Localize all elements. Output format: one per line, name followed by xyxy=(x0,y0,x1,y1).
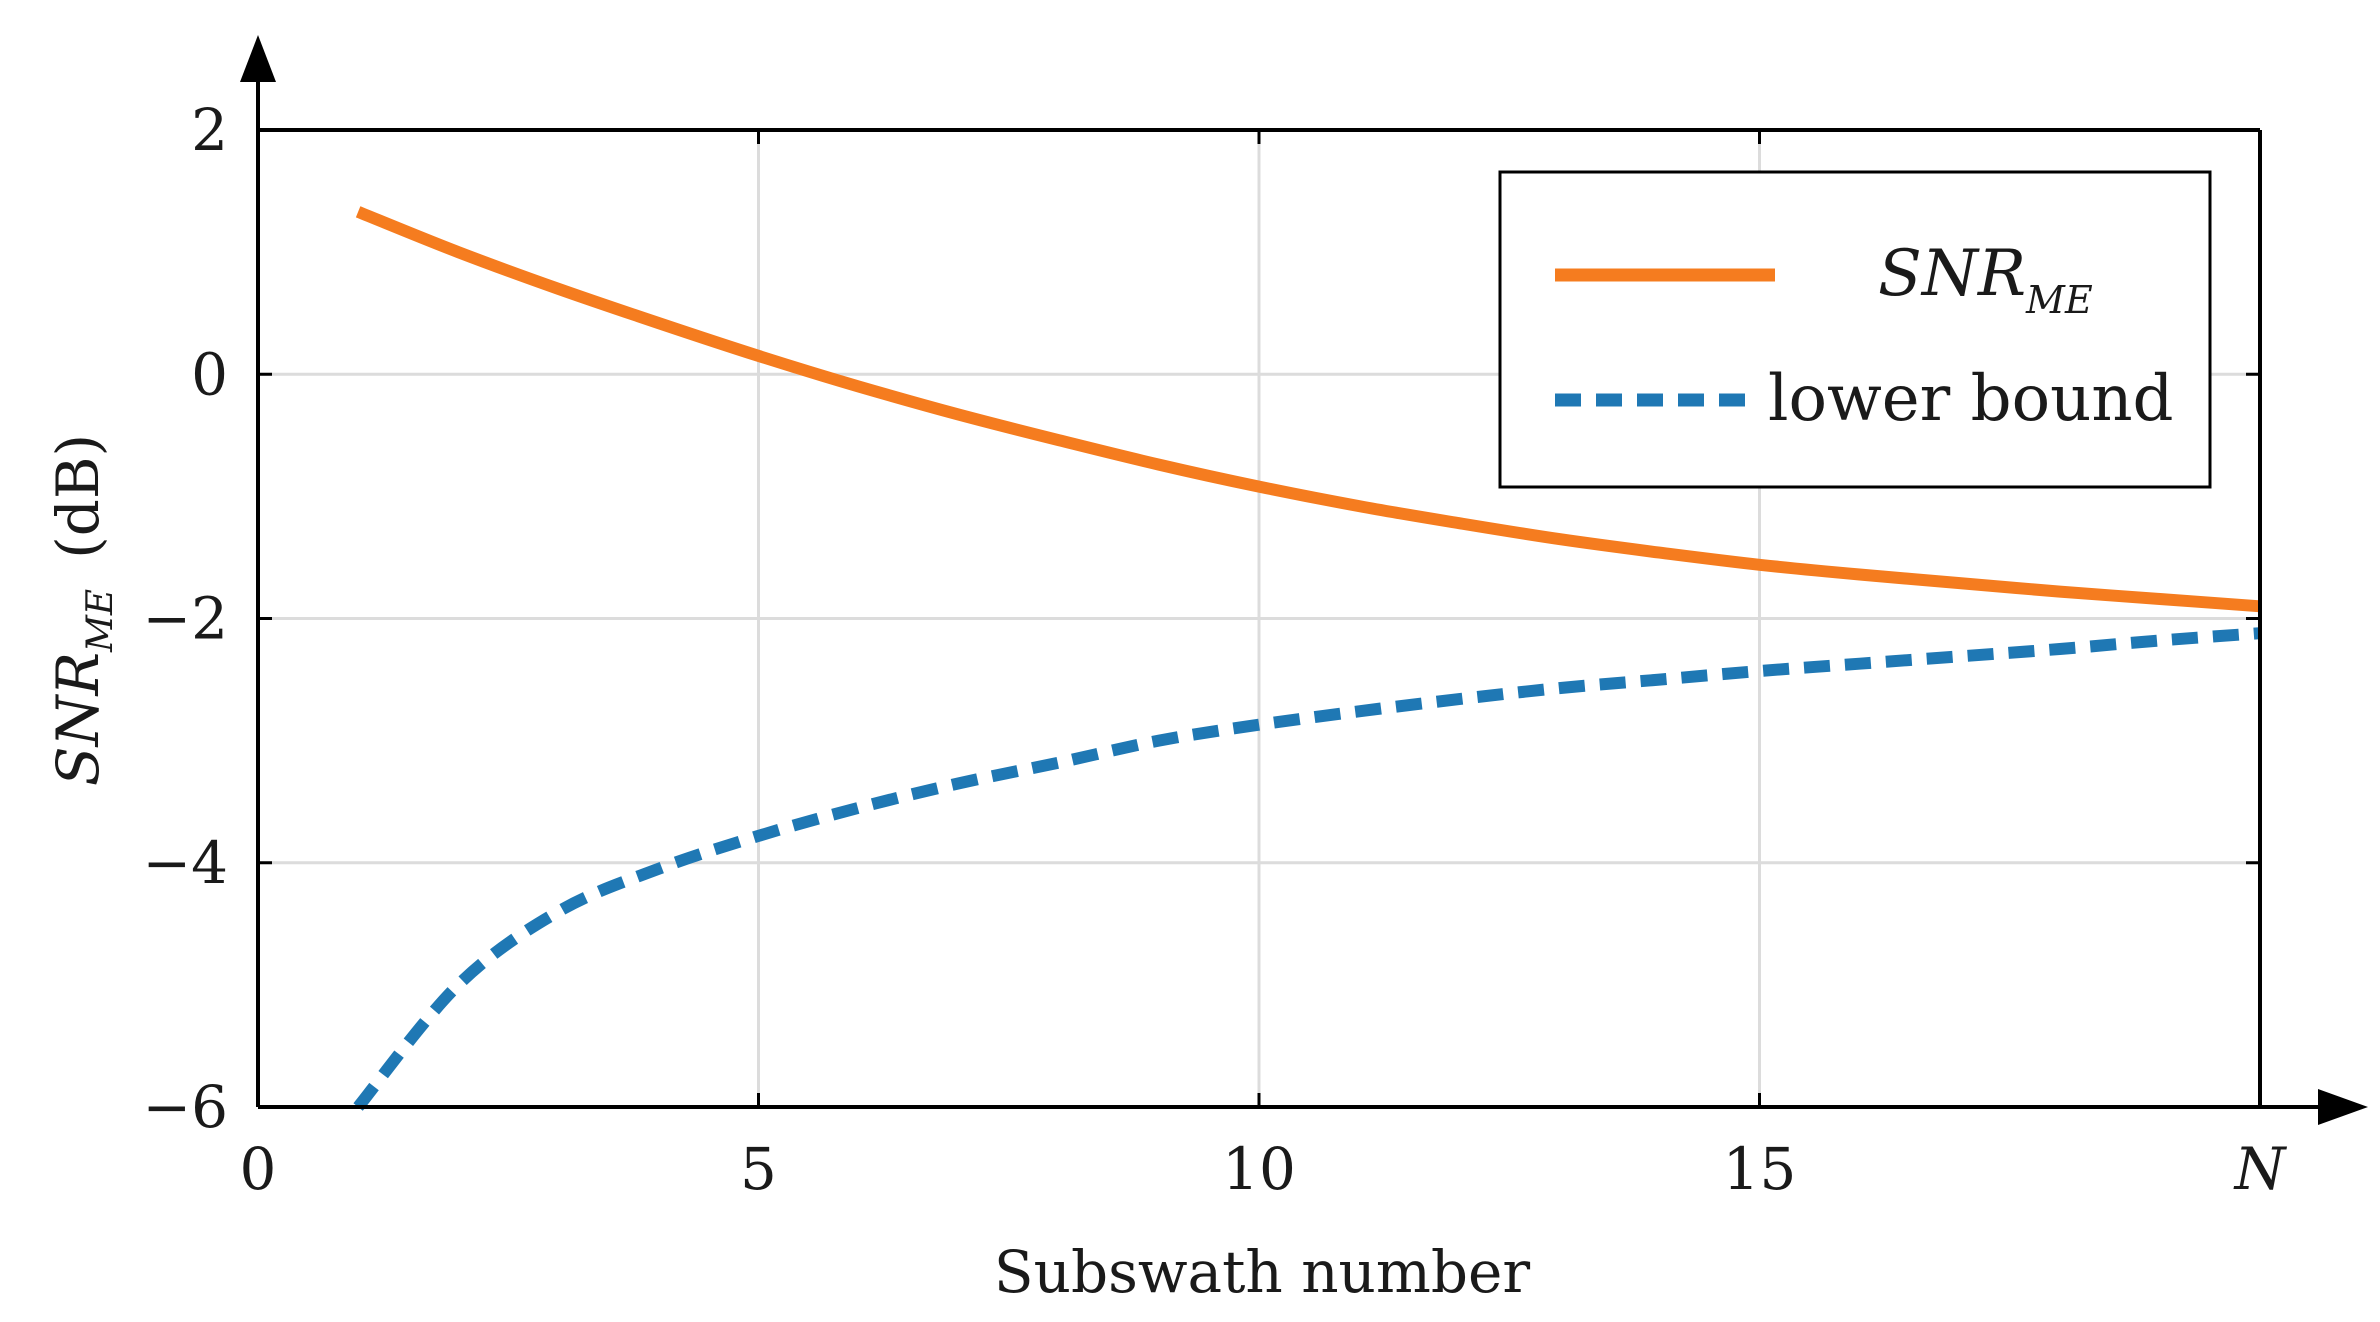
series-layer xyxy=(353,206,2261,1111)
ticks: 0 5 10 15 N −6 −4 −2 0 2 xyxy=(143,96,2288,1203)
x-tick-label: N xyxy=(2233,1135,2288,1203)
y-axis-title-sub: ME xyxy=(80,589,121,653)
y-tick-label: 0 xyxy=(191,340,228,408)
x-axis-arrow xyxy=(2318,1089,2368,1125)
x-tick-label: 15 xyxy=(1723,1135,1797,1203)
y-axis-title-base: SNR xyxy=(44,652,112,786)
y-tick-label: −4 xyxy=(143,829,229,897)
legend-label-lower-bound: lower bound xyxy=(1768,362,2174,436)
y-axis-arrow xyxy=(240,35,276,82)
legend-box xyxy=(1498,170,2212,489)
series-line-snr-me xyxy=(355,206,2261,613)
series-line-lower-bound xyxy=(353,627,2261,1111)
y-tick-label: −6 xyxy=(143,1073,229,1141)
x-tick-label: 10 xyxy=(1222,1135,1296,1203)
y-tick-label: −2 xyxy=(143,585,229,653)
y-axis-title-unit: (dB) xyxy=(44,434,112,559)
x-tick-label: 0 xyxy=(240,1135,277,1203)
x-axis-title: Subswath number xyxy=(994,1238,1530,1306)
legend: SNRME lower bound xyxy=(1498,170,2212,489)
svg-text:SNRME(dB): SNRME (dB) xyxy=(44,434,121,786)
y-axis-title: SNRME (dB) xyxy=(44,434,121,786)
x-tick-label: 5 xyxy=(740,1135,777,1203)
y-tick-label: 2 xyxy=(191,96,228,164)
legend-label-snr: SNRME xyxy=(1878,237,2093,322)
